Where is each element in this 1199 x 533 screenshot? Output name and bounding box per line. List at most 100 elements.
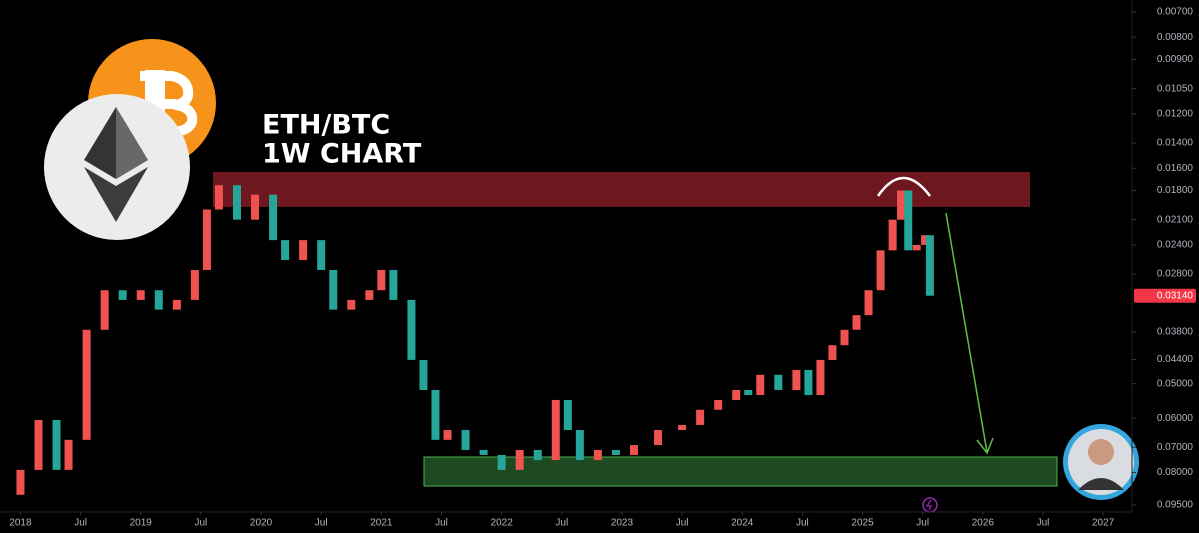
x-tick-label: 2025	[851, 518, 874, 529]
y-tick-label: 0.08000	[1157, 467, 1194, 478]
candle	[888, 219, 897, 251]
y-tick-label: 0.01800	[1157, 185, 1194, 196]
x-tick-label: Jul	[435, 518, 448, 529]
last-price-marker	[1134, 288, 1196, 303]
x-tick-label: Jul	[194, 518, 207, 529]
arrow-head	[976, 437, 994, 455]
candle	[696, 409, 705, 425]
y-tick-label: 0.00900	[1157, 54, 1194, 65]
y-tick-label: 0.00800	[1157, 32, 1194, 43]
y-tick-label: 0.01600	[1157, 163, 1194, 174]
x-tick-label: 2018	[9, 518, 32, 529]
candle	[828, 345, 837, 360]
x-tick-label: 2027	[1092, 518, 1115, 529]
candle	[34, 420, 43, 470]
candle	[912, 244, 921, 251]
candle	[281, 240, 290, 261]
candle	[136, 290, 145, 300]
candle	[377, 269, 386, 291]
eth-lower	[84, 167, 148, 222]
candle	[232, 185, 241, 220]
candle	[925, 235, 934, 296]
candle	[190, 269, 199, 300]
candle	[214, 185, 223, 210]
y-tick-label: 0.02400	[1157, 240, 1194, 251]
y-tick-label: 0.05000	[1157, 378, 1194, 389]
candle	[744, 389, 753, 396]
x-tick-label: Jul	[315, 518, 328, 529]
candle	[52, 420, 61, 470]
candle	[82, 329, 91, 440]
candle	[816, 359, 825, 396]
support-zone	[423, 456, 1058, 487]
chart-subtitle: 1W CHART	[262, 139, 422, 170]
candle	[904, 190, 913, 251]
x-tick-label: Jul	[1037, 518, 1050, 529]
candle	[876, 250, 885, 291]
resistance-zone	[213, 172, 1030, 207]
candle	[852, 315, 861, 330]
candle	[774, 374, 783, 390]
candle	[172, 299, 181, 310]
candle	[365, 290, 374, 300]
x-tick-label: 2022	[491, 518, 514, 529]
candle	[804, 369, 813, 396]
candle	[756, 374, 765, 396]
candle	[461, 430, 470, 450]
candle	[732, 389, 741, 400]
candle	[443, 430, 452, 440]
y-tick-label: 0.04400	[1157, 354, 1194, 365]
candle	[16, 469, 25, 495]
candle	[611, 449, 620, 455]
candle	[678, 424, 687, 431]
y-tick-label: 0.02100	[1157, 214, 1194, 225]
candle	[317, 240, 326, 270]
y-tick-label: 0.07000	[1157, 442, 1194, 453]
x-tick-label: 2024	[731, 518, 754, 529]
x-tick-label: Jul	[74, 518, 87, 529]
top-arc	[876, 176, 931, 197]
event-bolt	[925, 499, 933, 511]
y-tick-label: 0.01050	[1157, 83, 1194, 94]
y-tick-label: 0.06000	[1157, 413, 1194, 424]
last-price-label: 0.03140	[1157, 290, 1194, 301]
candle	[792, 369, 801, 390]
candle	[407, 299, 416, 360]
candle	[154, 290, 163, 310]
candle	[389, 269, 398, 300]
candle	[419, 359, 428, 390]
x-tick-label: 2019	[130, 518, 153, 529]
y-tick-label: 0.02800	[1157, 269, 1194, 280]
candle	[714, 399, 723, 410]
arrow-line	[945, 212, 988, 453]
chart-title: ETH/BTC	[262, 110, 390, 141]
x-tick-label: 2026	[972, 518, 995, 529]
plot	[16, 185, 934, 495]
y-tick-label: 0.03800	[1157, 326, 1194, 337]
candle	[100, 290, 109, 330]
candle	[897, 190, 906, 220]
candle	[329, 269, 338, 310]
candle	[515, 449, 524, 470]
y-tick-label: 0.01200	[1157, 109, 1194, 120]
x-tick-label: 2020	[250, 518, 273, 529]
candle	[654, 430, 663, 446]
candle	[251, 194, 260, 220]
candle	[921, 235, 930, 245]
eth-upper-shade	[116, 107, 148, 179]
candle	[269, 194, 278, 241]
candle	[533, 449, 542, 461]
candle	[431, 389, 440, 440]
candle	[563, 399, 572, 431]
candle	[64, 439, 73, 470]
x-tick-label: Jul	[555, 518, 568, 529]
avatar-body	[1078, 478, 1124, 490]
x-tick-label: 2021	[370, 518, 393, 529]
candle	[347, 299, 356, 310]
candle	[479, 449, 488, 455]
x-tick-label: Jul	[916, 518, 929, 529]
x-tick-label: 2023	[611, 518, 634, 529]
candle	[118, 290, 127, 300]
